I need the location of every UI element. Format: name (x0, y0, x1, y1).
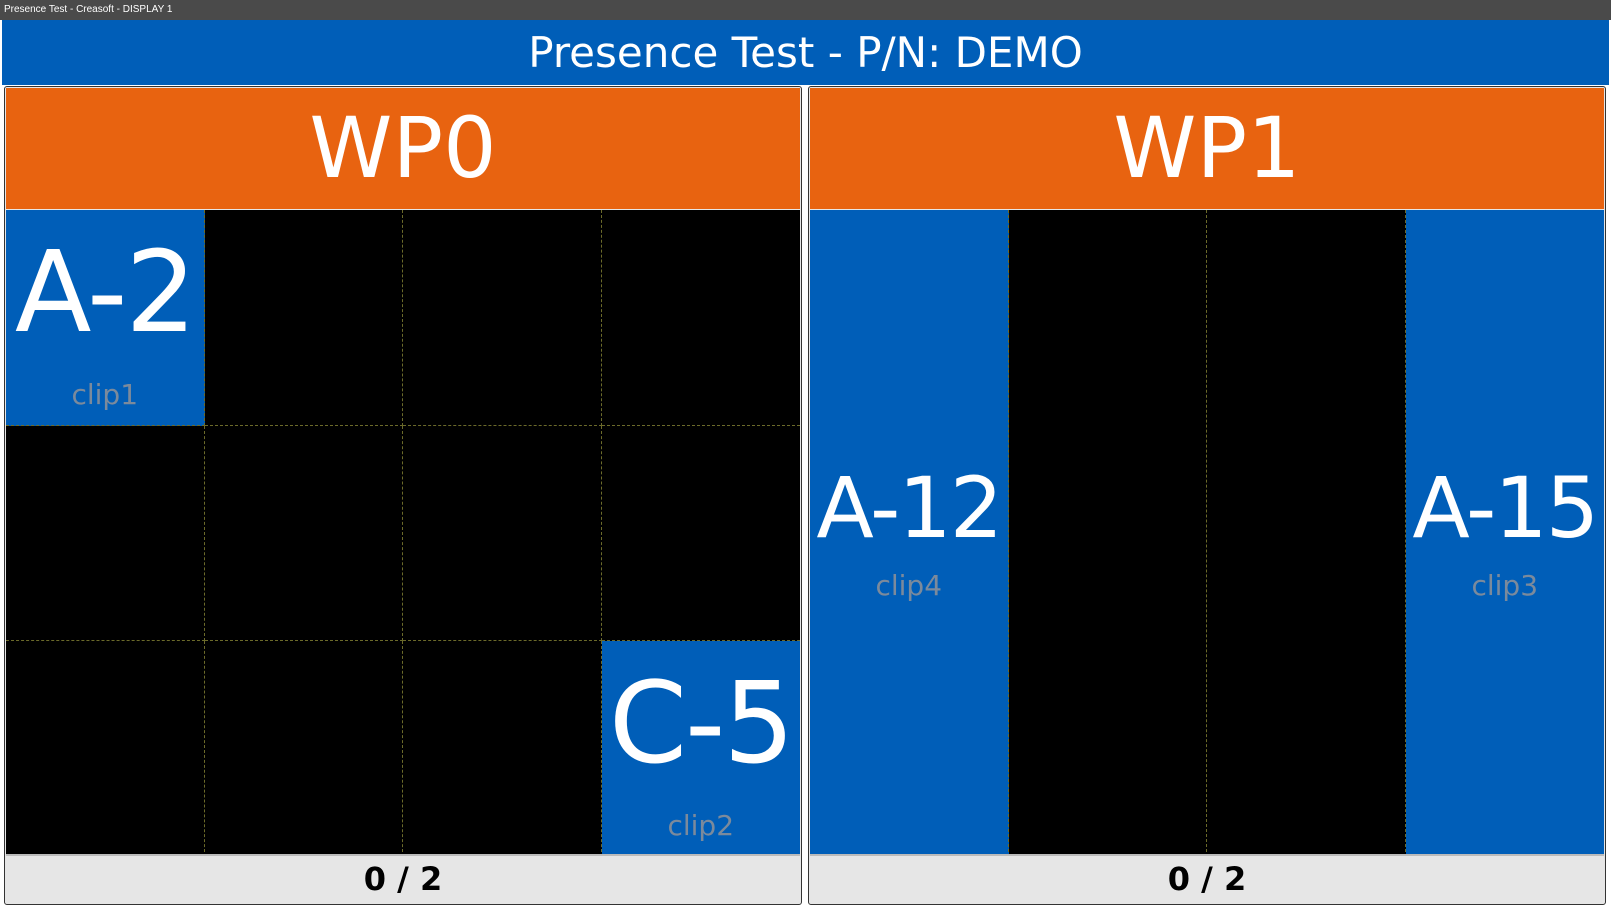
slot-cell-present: A-2 clip1 (6, 210, 205, 426)
slot-cell-present: A-12 clip4 (810, 210, 1009, 857)
slot-grid: A-12 clip4 A-15 clip3 (810, 210, 1604, 857)
slot-cell (6, 425, 205, 642)
slot-cell (1009, 210, 1207, 857)
app-header: Presence Test - P/N: DEMO (2, 20, 1609, 85)
panel-title: WP0 (6, 88, 800, 209)
clip-label: clip1 (71, 378, 139, 411)
slot-cell-present: C-5 clip2 (601, 641, 800, 857)
clip-label: clip3 (1471, 568, 1539, 602)
workplace-panel-wp1: WP1 A-12 clip4 A-15 clip3 0 / 2 (808, 86, 1606, 905)
slot-cell-present: A-15 clip3 (1405, 210, 1604, 857)
window-title-bar: Presence Test - Creasoft - DISPLAY 1 (0, 0, 1611, 20)
slot-cell (601, 426, 800, 642)
slot-cell (6, 641, 205, 857)
slot-cell (205, 641, 403, 857)
slot-cell (1207, 210, 1406, 857)
panel-title: WP1 (810, 88, 1604, 209)
slot-cell (601, 210, 800, 426)
slot-cell (403, 425, 602, 642)
window-title: Presence Test - Creasoft - DISPLAY 1 (4, 4, 173, 15)
part-code: A-2 (14, 228, 197, 358)
slot-cell (403, 641, 602, 857)
clip-label: clip4 (875, 568, 943, 602)
slot-cell (204, 210, 403, 426)
part-code: A-12 (816, 458, 1003, 557)
slot-cell (403, 210, 602, 426)
slot-grid: A-2 clip1 C-5 clip2 (6, 210, 800, 857)
panel-count: 0 / 2 (6, 854, 800, 903)
panel-count: 0 / 2 (810, 854, 1604, 903)
part-code: C-5 (608, 659, 795, 790)
page-title: Presence Test - P/N: DEMO (528, 28, 1083, 77)
slot-cell (204, 425, 403, 642)
part-code: A-15 (1412, 458, 1599, 557)
workplace-panel-wp0: WP0 A-2 clip1 C-5 clip2 0 / 2 (4, 86, 802, 905)
clip-label: clip2 (667, 809, 735, 843)
